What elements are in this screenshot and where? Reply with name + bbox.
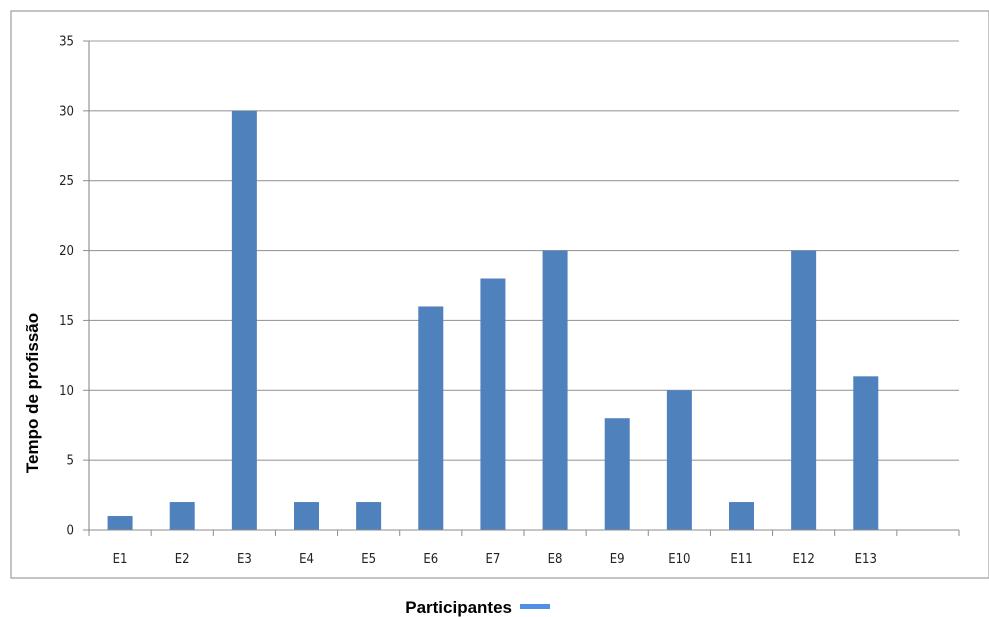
bar-e11 bbox=[729, 502, 754, 530]
bar-e12 bbox=[791, 250, 817, 531]
bar-e4 bbox=[294, 502, 319, 530]
y-tick-label: 10 bbox=[59, 384, 74, 399]
x-tick-label: E4 bbox=[299, 552, 314, 567]
x-tick-label: E3 bbox=[237, 552, 252, 567]
bar-e8 bbox=[542, 250, 568, 531]
x-axis-ticks: E1 E2 E3 E4 E5 E6 E7 E8 E9 E10 E11 E12 E13 bbox=[88, 530, 960, 567]
x-tick-label: E5 bbox=[361, 552, 376, 567]
x-tick-label: E6 bbox=[423, 552, 438, 567]
x-tick-label: E10 bbox=[668, 552, 690, 567]
y-tick-label: 15 bbox=[59, 314, 74, 329]
bar-e3 bbox=[231, 110, 257, 530]
x-axis-title: Participantes bbox=[405, 598, 512, 617]
bar-e1 bbox=[107, 516, 133, 530]
y-tick-label: 25 bbox=[59, 174, 74, 189]
bars bbox=[107, 110, 879, 531]
bar-e10 bbox=[666, 390, 692, 530]
x-tick-label: E11 bbox=[730, 552, 752, 567]
x-tick-label: E7 bbox=[486, 552, 501, 567]
bar-e5 bbox=[356, 502, 382, 530]
bar-e2 bbox=[169, 502, 195, 530]
y-tick-label: 30 bbox=[59, 104, 74, 119]
y-tick-label: 35 bbox=[59, 35, 74, 50]
y-tick-label: 5 bbox=[67, 454, 74, 469]
bar-e13 bbox=[853, 376, 879, 530]
x-tick-label: E1 bbox=[113, 552, 128, 567]
y-axis-ticks: 0 5 10 15 20 25 30 35 bbox=[59, 35, 89, 539]
y-tick-label: 0 bbox=[67, 524, 74, 539]
bar-e7 bbox=[480, 278, 506, 530]
x-tick-label: E13 bbox=[855, 552, 877, 567]
y-tick-label: 20 bbox=[59, 244, 74, 259]
legend-swatch bbox=[520, 604, 550, 609]
y-axis-title: Tempo de profissão bbox=[23, 313, 42, 473]
bar-e6 bbox=[418, 306, 444, 530]
x-tick-label: E12 bbox=[793, 552, 815, 567]
x-tick-label: E9 bbox=[610, 552, 625, 567]
x-tick-label: E8 bbox=[548, 552, 563, 567]
x-tick-label: E2 bbox=[175, 552, 190, 567]
bar-e9 bbox=[604, 418, 630, 530]
